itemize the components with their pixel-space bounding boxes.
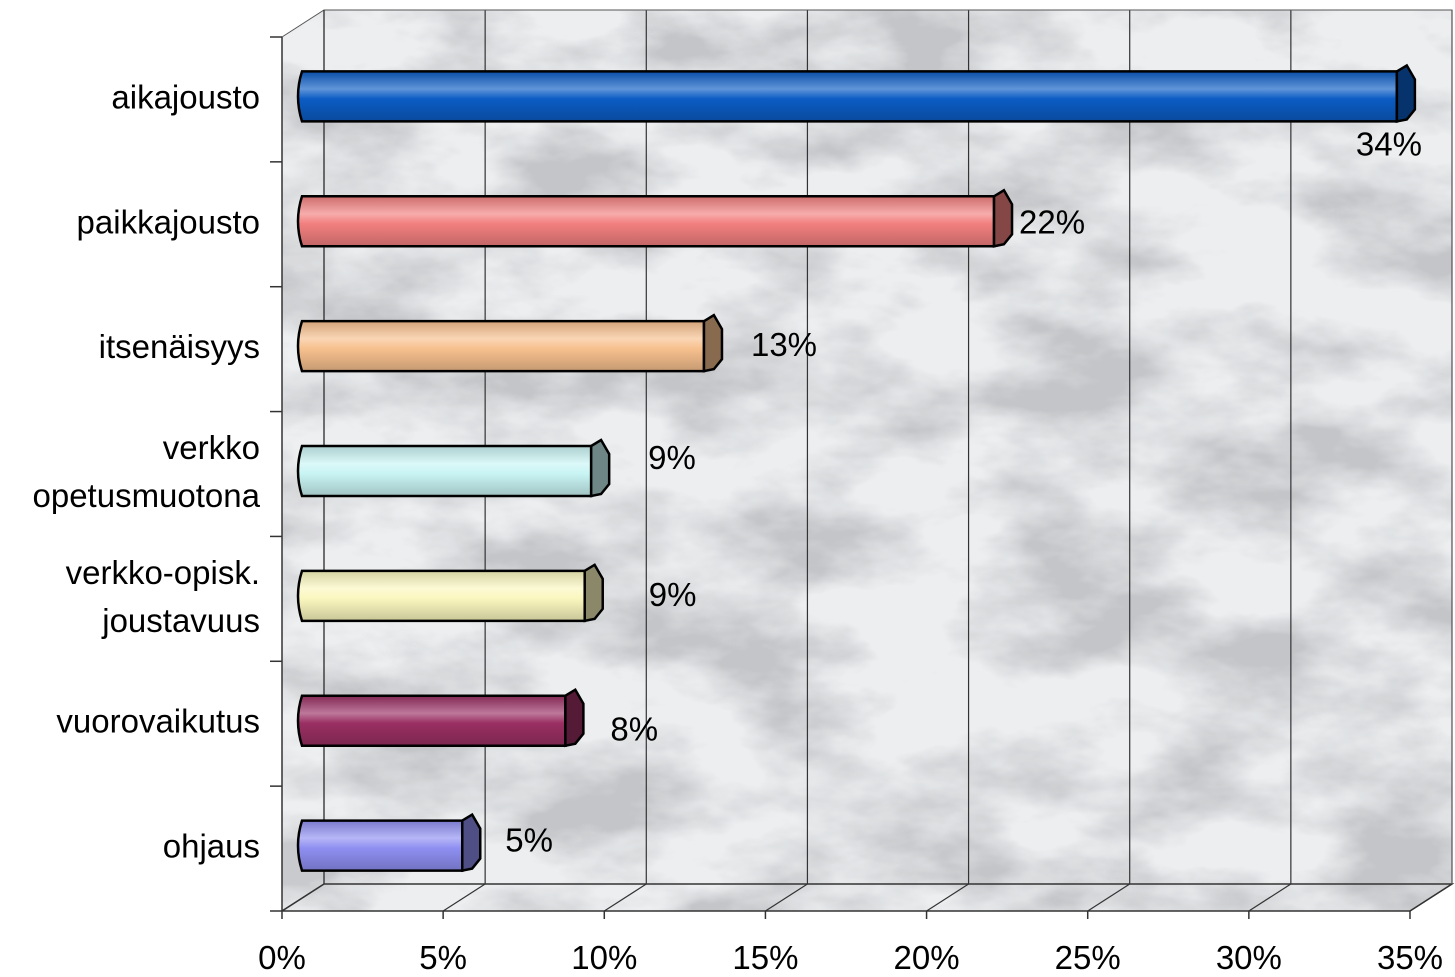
bar-body xyxy=(296,569,586,623)
x-tick-label: 35% xyxy=(1377,939,1443,976)
category-label: joustavuus xyxy=(101,602,260,639)
bar xyxy=(296,313,724,373)
bar xyxy=(296,687,585,748)
bar xyxy=(296,438,611,498)
wall-edge xyxy=(281,9,1453,884)
bar-end-cap xyxy=(589,438,611,498)
bar xyxy=(296,812,482,873)
x-tick-label: 25% xyxy=(1055,939,1121,976)
category-label: ohjaus xyxy=(163,828,260,865)
floor-gridline xyxy=(1087,883,1131,912)
category-label: itsenäisyys xyxy=(99,328,260,365)
floor-gridline xyxy=(926,883,969,912)
category-label: verkko xyxy=(163,429,260,466)
bar-body xyxy=(296,819,464,872)
floor-gridline xyxy=(765,883,808,912)
bar-end-cap xyxy=(564,687,585,748)
bar-body xyxy=(296,444,593,498)
bar-body xyxy=(296,319,706,373)
category-label: opetusmuotona xyxy=(32,477,260,514)
x-tick-label: 15% xyxy=(732,939,798,976)
category-label: paikkajousto xyxy=(77,203,260,240)
x-tick-label: 30% xyxy=(1216,939,1282,976)
bar-end-cap xyxy=(461,812,482,873)
data-label: 9% xyxy=(649,576,697,613)
category-label: vuorovaikutus xyxy=(56,703,260,740)
x-tick-label: 0% xyxy=(258,939,306,976)
data-label: 13% xyxy=(751,326,817,363)
x-tick-label: 20% xyxy=(894,939,960,976)
bar-end-cap xyxy=(1395,63,1417,123)
bar xyxy=(296,563,604,623)
bar xyxy=(296,63,1417,123)
data-label: 34% xyxy=(1356,125,1422,162)
category-label: aikajousto xyxy=(111,78,260,115)
bar xyxy=(296,188,1014,248)
bar-body xyxy=(296,694,567,747)
floor-gridline xyxy=(603,883,647,912)
data-label: 9% xyxy=(648,439,696,476)
category-label: verkko-opisk. xyxy=(66,554,260,591)
plot-floor xyxy=(282,884,1452,911)
bar-end-cap xyxy=(702,313,724,373)
x-tick-label: 10% xyxy=(571,939,637,976)
bar-end-cap xyxy=(992,188,1014,248)
bar-body xyxy=(296,195,996,248)
x-tick-label: 5% xyxy=(419,939,467,976)
floor-edge xyxy=(281,883,1455,912)
data-label: 8% xyxy=(610,711,658,748)
floor-gridline xyxy=(442,883,486,912)
bar-body xyxy=(296,70,1399,123)
data-label: 5% xyxy=(505,822,553,859)
bar-end-cap xyxy=(583,563,604,623)
data-label: 22% xyxy=(1019,203,1085,240)
floor-gridline xyxy=(1248,883,1292,912)
